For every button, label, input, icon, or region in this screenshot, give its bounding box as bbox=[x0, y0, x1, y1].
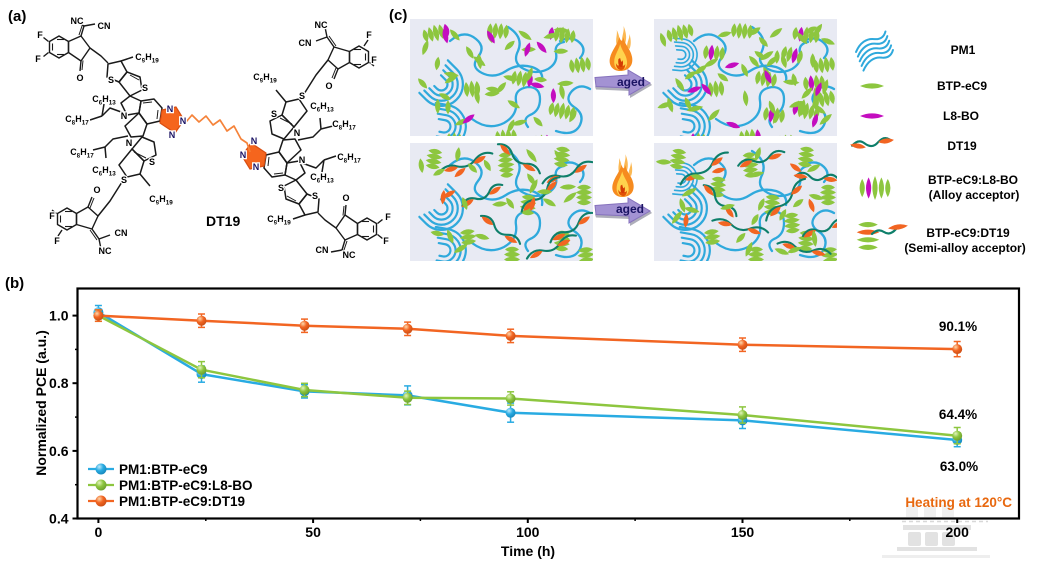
svg-text:PM1:BTP-eC9:L8-BO: PM1:BTP-eC9:L8-BO bbox=[119, 478, 253, 493]
svg-text:C8H17: C8H17 bbox=[332, 119, 356, 131]
svg-text:Heating at 120°C: Heating at 120°C bbox=[905, 495, 1012, 510]
svg-text:N: N bbox=[299, 155, 306, 165]
svg-text:CN: CN bbox=[115, 228, 128, 238]
svg-text:aged: aged bbox=[616, 202, 644, 216]
svg-text:N: N bbox=[294, 128, 301, 138]
svg-text:1.0: 1.0 bbox=[49, 308, 69, 324]
svg-text:50: 50 bbox=[305, 524, 321, 540]
svg-text:C8H17: C8H17 bbox=[65, 114, 89, 126]
svg-text:S: S bbox=[278, 183, 284, 193]
svg-text:CN: CN bbox=[98, 21, 111, 31]
svg-text:C6H13: C6H13 bbox=[92, 165, 116, 177]
svg-text:O: O bbox=[93, 185, 100, 195]
svg-text:(a): (a) bbox=[8, 8, 26, 25]
svg-text:N: N bbox=[121, 111, 128, 121]
svg-text:(Alloy acceptor): (Alloy acceptor) bbox=[929, 188, 1020, 202]
svg-text:F: F bbox=[37, 30, 43, 40]
svg-text:PM1:BTP-eC9: PM1:BTP-eC9 bbox=[119, 462, 208, 477]
svg-text:NC: NC bbox=[315, 20, 328, 30]
svg-text:C9H19: C9H19 bbox=[149, 194, 173, 206]
svg-text:63.0%: 63.0% bbox=[940, 459, 978, 474]
svg-text:C9H19: C9H19 bbox=[135, 52, 159, 64]
svg-text:0.4: 0.4 bbox=[49, 511, 69, 527]
svg-text:C6H13: C6H13 bbox=[310, 101, 334, 113]
svg-text:N: N bbox=[240, 150, 247, 160]
svg-text:100: 100 bbox=[516, 524, 540, 540]
svg-text:BTP-eC9: BTP-eC9 bbox=[937, 79, 987, 93]
svg-text:N: N bbox=[253, 162, 260, 172]
svg-text:(Semi-alloy acceptor): (Semi-alloy acceptor) bbox=[904, 241, 1025, 255]
svg-text:Time (h): Time (h) bbox=[501, 543, 555, 559]
svg-text:N: N bbox=[251, 136, 258, 146]
svg-text:S: S bbox=[299, 91, 305, 101]
svg-text:200: 200 bbox=[946, 524, 970, 540]
svg-text:aged: aged bbox=[617, 75, 645, 89]
svg-text:N: N bbox=[167, 104, 174, 114]
svg-text:90.1%: 90.1% bbox=[939, 319, 977, 334]
svg-text:F: F bbox=[35, 54, 41, 64]
svg-text:DT19: DT19 bbox=[206, 213, 240, 229]
svg-text:C9H19: C9H19 bbox=[267, 214, 291, 226]
svg-text:Normalized PCE (a.u.): Normalized PCE (a.u.) bbox=[33, 330, 49, 475]
svg-text:CN: CN bbox=[316, 245, 329, 255]
svg-text:N: N bbox=[169, 130, 176, 140]
svg-text:F: F bbox=[371, 55, 377, 65]
svg-text:O: O bbox=[325, 81, 332, 91]
svg-text:BTP-eC9:DT19: BTP-eC9:DT19 bbox=[926, 226, 1010, 240]
svg-text:F: F bbox=[385, 212, 391, 222]
svg-text:S: S bbox=[312, 191, 318, 201]
svg-text:BTP-eC9:L8-BO: BTP-eC9:L8-BO bbox=[928, 173, 1018, 187]
svg-text:0.6: 0.6 bbox=[49, 443, 69, 459]
svg-text:S: S bbox=[149, 157, 155, 167]
svg-text:F: F bbox=[366, 30, 372, 40]
svg-text:150: 150 bbox=[731, 524, 755, 540]
svg-text:O: O bbox=[76, 73, 83, 83]
svg-text:0.8: 0.8 bbox=[49, 375, 69, 391]
svg-text:PM1: PM1 bbox=[951, 43, 976, 57]
svg-text:N: N bbox=[126, 138, 133, 148]
svg-text:S: S bbox=[121, 175, 127, 185]
svg-text:C6H13: C6H13 bbox=[310, 172, 334, 184]
svg-text:NC: NC bbox=[343, 250, 356, 260]
svg-text:NC: NC bbox=[99, 246, 112, 256]
svg-text:PM1:BTP-eC9:DT19: PM1:BTP-eC9:DT19 bbox=[119, 494, 245, 509]
svg-text:(b): (b) bbox=[5, 275, 24, 292]
svg-text:DT19: DT19 bbox=[947, 139, 977, 153]
svg-text:(c): (c) bbox=[389, 7, 407, 24]
svg-text:0: 0 bbox=[95, 524, 103, 540]
svg-text:S: S bbox=[142, 83, 148, 93]
svg-text:C6H13: C6H13 bbox=[92, 94, 116, 106]
svg-text:F: F bbox=[54, 236, 60, 246]
svg-text:C8H17: C8H17 bbox=[337, 152, 361, 164]
svg-text:C8H17: C8H17 bbox=[70, 147, 94, 159]
svg-text:CN: CN bbox=[299, 38, 312, 48]
svg-text:F: F bbox=[383, 236, 389, 246]
svg-text:O: O bbox=[342, 193, 349, 203]
svg-text:C9H19: C9H19 bbox=[253, 72, 277, 84]
svg-text:F: F bbox=[49, 211, 55, 221]
svg-text:64.4%: 64.4% bbox=[939, 407, 977, 422]
svg-text:S: S bbox=[271, 109, 277, 119]
svg-text:S: S bbox=[108, 75, 114, 85]
svg-text:NC: NC bbox=[71, 16, 84, 26]
svg-text:L8-BO: L8-BO bbox=[943, 109, 979, 123]
svg-text:N: N bbox=[180, 116, 187, 126]
